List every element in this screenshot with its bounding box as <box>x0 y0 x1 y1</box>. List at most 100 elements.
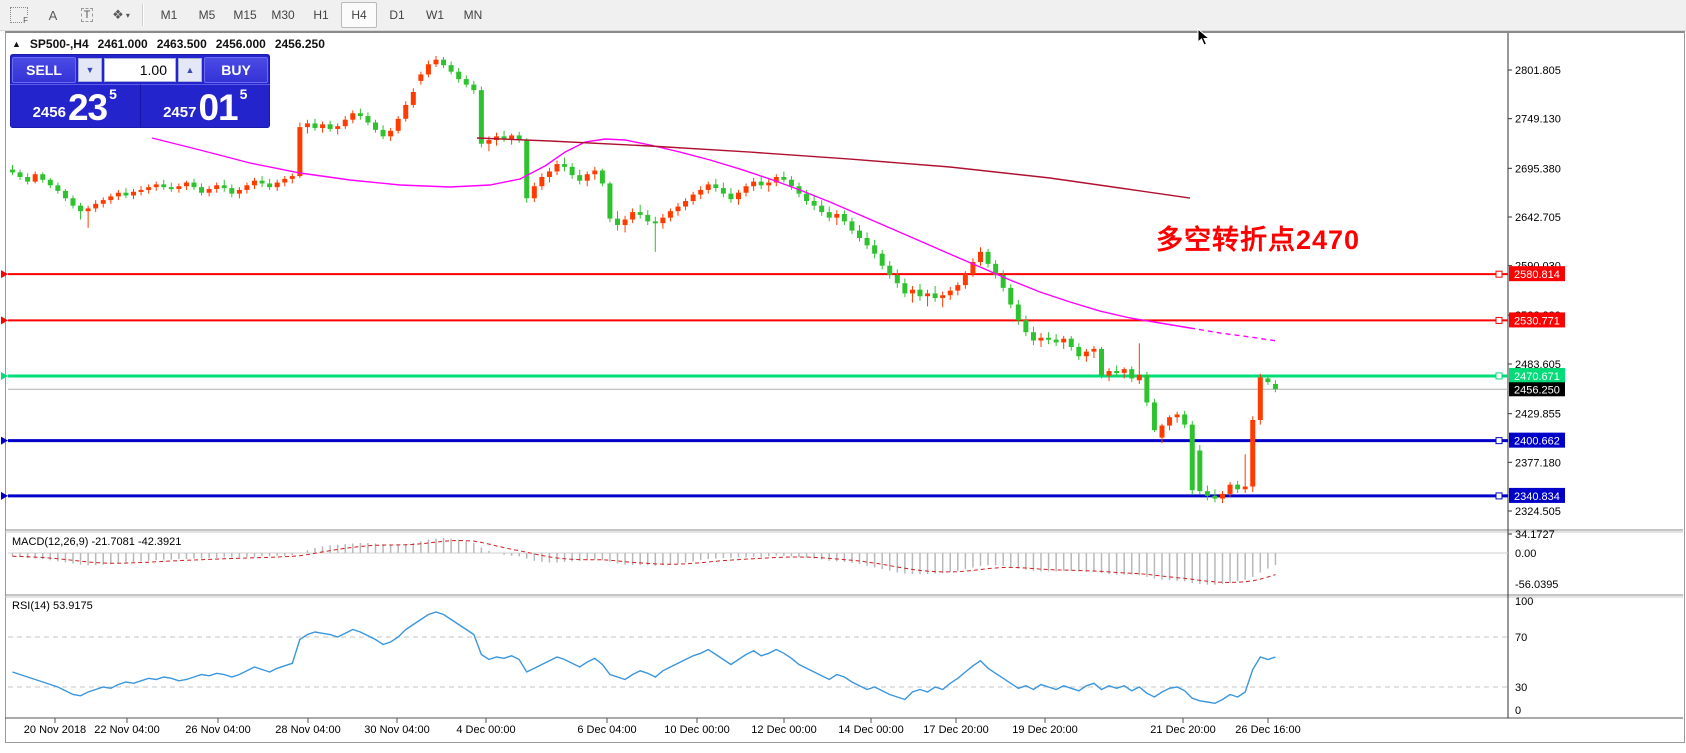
price-tick: 2749.130 <box>1515 114 1561 126</box>
toolbar: F A T ❖ ▾ M1 M5 M15 M30 H1 H4 D1 W1 MN <box>0 0 1686 31</box>
candle <box>652 221 658 224</box>
price-tick: 2324.505 <box>1515 506 1561 518</box>
candle <box>1046 337 1052 340</box>
candle <box>1000 274 1006 288</box>
hline-badge: 2580.814 <box>1514 269 1560 281</box>
candle <box>887 265 893 275</box>
candle <box>1083 351 1089 357</box>
timeframe-button-m15[interactable]: M15 <box>233 8 257 22</box>
chart-client-area[interactable] <box>5 31 1685 743</box>
candle <box>826 212 832 218</box>
font-a-icon[interactable]: A <box>48 7 58 23</box>
candle <box>819 205 825 213</box>
volume-input[interactable]: 1.00 <box>104 57 176 82</box>
candle <box>1257 377 1263 420</box>
candle <box>191 182 197 188</box>
candle <box>841 213 847 222</box>
candle <box>93 203 99 209</box>
timeframe-button-h1[interactable]: H1 <box>313 8 329 22</box>
annotation-text: 多空转折点2470 <box>1156 225 1361 255</box>
date-tick: 28 Nov 04:00 <box>275 724 340 736</box>
candle <box>395 118 401 131</box>
candle <box>1227 484 1233 494</box>
date-tick: 14 Dec 00:00 <box>838 724 903 736</box>
candle <box>713 184 719 189</box>
candle <box>857 230 862 238</box>
candle <box>350 113 356 120</box>
volume-decrease-button[interactable]: ▼ <box>78 57 102 82</box>
date-tick: 20 Nov 2018 <box>24 724 86 736</box>
candle <box>962 274 968 286</box>
candle <box>940 295 946 299</box>
candle <box>637 212 643 215</box>
candle <box>599 170 605 184</box>
candle <box>463 79 469 85</box>
candle <box>70 198 76 206</box>
candle <box>448 65 454 72</box>
candle <box>100 200 106 204</box>
candle <box>131 191 136 196</box>
candle <box>153 184 159 188</box>
text-label-icon[interactable]: T <box>72 3 102 27</box>
candle <box>516 135 522 141</box>
candle <box>569 166 575 176</box>
date-tick: 12 Dec 00:00 <box>751 724 816 736</box>
volume-increase-button[interactable]: ▲ <box>178 57 202 82</box>
candle <box>1129 369 1135 379</box>
collapse-triangle-icon[interactable]: ▲ <box>12 39 21 49</box>
arrow-objects-icon[interactable]: ❖ ▾ <box>112 7 130 22</box>
timeframe-button-m5[interactable]: M5 <box>198 8 216 22</box>
candle <box>1197 450 1203 492</box>
candle <box>894 274 900 284</box>
candle <box>206 189 212 193</box>
candle <box>917 289 923 297</box>
candle <box>970 262 976 275</box>
timeframe-button-m1[interactable]: M1 <box>160 8 178 22</box>
candle <box>1265 378 1271 383</box>
candle <box>1144 374 1150 403</box>
candle <box>25 176 31 182</box>
candle <box>47 179 53 186</box>
price-tick: 2642.705 <box>1515 212 1561 224</box>
hline-badge: 2530.771 <box>1514 315 1560 327</box>
candle <box>546 171 552 177</box>
candle <box>645 214 651 222</box>
buy-price[interactable]: 2457 01 5 <box>140 84 270 127</box>
symbol-period: SP500-,H4 <box>29 37 89 51</box>
sell-price[interactable]: 2456 23 5 <box>10 84 141 127</box>
hline-badge: 2340.834 <box>1514 491 1560 503</box>
candle <box>615 218 620 226</box>
candle <box>622 219 628 226</box>
timeframe-button-m30[interactable]: M30 <box>271 8 295 22</box>
timeframe-button-h4[interactable]: H4 <box>341 2 377 28</box>
candle <box>1212 495 1218 499</box>
grid-f-icon[interactable]: F <box>4 3 34 27</box>
svg-text:-56.0395: -56.0395 <box>1515 579 1558 591</box>
date-tick: 6 Dec 04:00 <box>577 724 636 736</box>
hline-badge: 2400.662 <box>1514 436 1560 448</box>
candle <box>955 285 961 291</box>
candle <box>1038 337 1044 341</box>
candle <box>1091 348 1097 352</box>
candle <box>244 185 250 190</box>
sell-price-sup: 5 <box>109 86 117 102</box>
timeframe-button-w1[interactable]: W1 <box>426 8 444 22</box>
candle <box>577 175 583 181</box>
candle <box>773 176 779 183</box>
candle <box>660 217 666 224</box>
date-tick: 17 Dec 20:00 <box>923 724 988 736</box>
candle <box>304 123 310 128</box>
date-tick: 30 Nov 04:00 <box>364 724 429 736</box>
buy-button[interactable]: BUY <box>204 56 268 83</box>
hline-badge: 2470.671 <box>1514 371 1560 383</box>
timeframe-button-d1[interactable]: D1 <box>389 8 405 22</box>
sell-button[interactable]: SELL <box>12 56 76 83</box>
price-tick: 2801.805 <box>1515 65 1561 77</box>
candle <box>834 213 840 218</box>
candle <box>1121 369 1127 373</box>
candle <box>736 192 741 200</box>
timeframe-button-mn[interactable]: MN <box>463 8 483 22</box>
candle <box>1008 287 1014 305</box>
